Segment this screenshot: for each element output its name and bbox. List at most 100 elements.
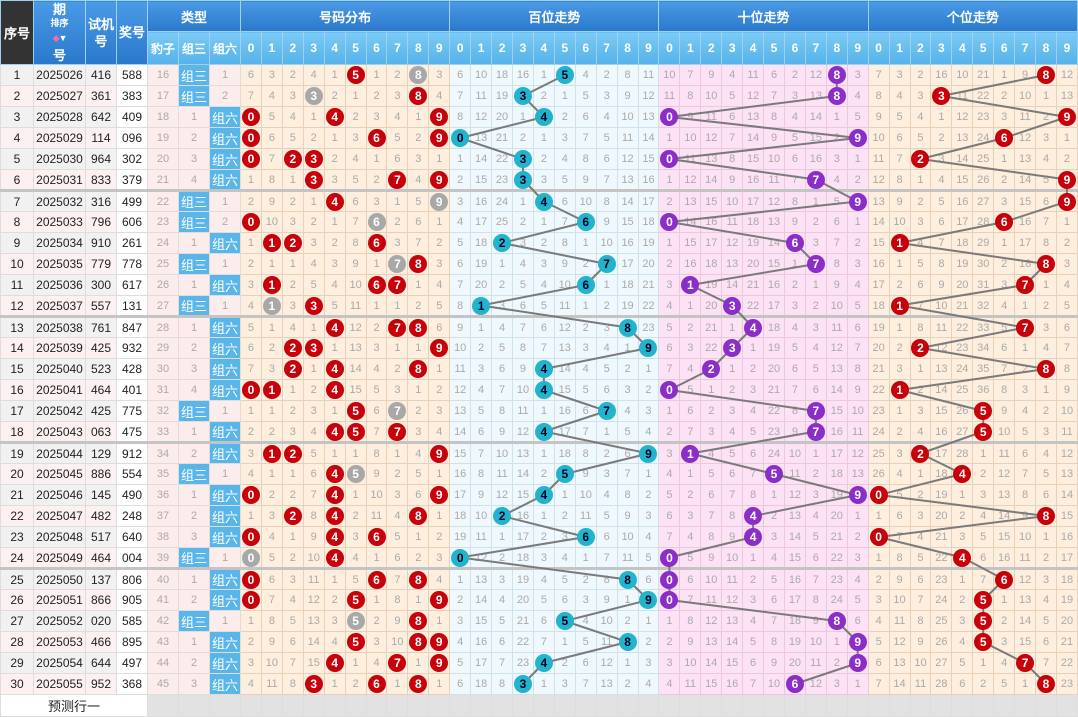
prediction-cell[interactable] — [846, 694, 869, 717]
type-zuliu-cell: 1 — [208, 547, 242, 569]
prediction-cell[interactable] — [449, 694, 472, 717]
prediction-cell[interactable] — [930, 694, 953, 717]
prediction-cell[interactable] — [909, 694, 932, 717]
shi-hit-cell: 7 — [804, 169, 827, 191]
bai-hit-cell: 5 — [553, 64, 576, 86]
ge-omission-cell: 16 — [1014, 211, 1037, 233]
header-bai-digit-7: 7 — [595, 31, 618, 65]
shi-omission-cell: 10 — [679, 127, 702, 149]
bai-omission-cell: 3 — [491, 567, 513, 590]
ge-omission-cell: 15 — [1055, 505, 1078, 527]
shi-ball: 0 — [660, 591, 679, 609]
bai-omission-cell: 6 — [574, 652, 597, 674]
dist-omission-cell: 3 — [260, 358, 283, 380]
header-issue-sort[interactable]: 期 排序 ◆▼ 号 — [33, 0, 86, 65]
bai-omission-cell: 6 — [616, 441, 639, 464]
prediction-cell[interactable] — [512, 694, 534, 717]
type-zuliu-cell: 组六 — [208, 315, 242, 338]
dist-omission-cell: 3 — [323, 169, 346, 191]
prediction-cell[interactable] — [804, 694, 827, 717]
row-seq: 3 — [0, 106, 34, 128]
prediction-cell[interactable] — [1014, 694, 1037, 717]
dist-omission-cell: 14 — [302, 631, 325, 653]
prediction-cell[interactable] — [951, 694, 974, 717]
sort-arrows-icon[interactable]: ◆▼ — [52, 33, 68, 43]
shi-ball: 1 — [681, 276, 700, 294]
prediction-cell[interactable] — [783, 694, 806, 717]
prediction-cell[interactable] — [616, 694, 639, 717]
prediction-cell[interactable] — [428, 694, 451, 717]
prediction-cell[interactable] — [993, 694, 1016, 717]
dist-omission-cell: 2 — [240, 253, 262, 275]
sort-label[interactable]: 排序 — [50, 18, 69, 28]
dist-ball: 4 — [325, 193, 344, 211]
prediction-cell[interactable] — [700, 694, 723, 717]
prediction-cell[interactable] — [972, 694, 995, 717]
ge-omission-cell: 17 — [1014, 232, 1037, 254]
type-baozi-cell: 39 — [147, 547, 179, 569]
prediction-cell[interactable] — [365, 694, 388, 717]
prediction-cell[interactable] — [344, 694, 367, 717]
shi-omission-cell: 16 — [742, 169, 765, 191]
prediction-cell[interactable] — [574, 694, 597, 717]
prediction-cell[interactable] — [888, 694, 911, 717]
prediction-cell[interactable] — [1035, 694, 1057, 717]
prediction-cell[interactable] — [302, 694, 325, 717]
shi-omission-cell: 8 — [825, 253, 848, 275]
prediction-cell[interactable] — [147, 694, 179, 717]
dist-omission-cell: 1 — [260, 315, 283, 338]
type-zusan-cell: 3 — [178, 673, 210, 695]
prediction-cell[interactable] — [240, 694, 262, 717]
prediction-cell[interactable] — [742, 694, 765, 717]
prediction-cell[interactable] — [595, 694, 618, 717]
ge-ball: 7 — [1016, 319, 1035, 337]
ge-omission-cell: 25 — [930, 610, 953, 632]
prediction-cell[interactable] — [407, 694, 430, 717]
prediction-cell[interactable] — [532, 694, 555, 717]
ge-omission-cell: 8 — [1055, 358, 1078, 380]
prediction-cell[interactable] — [867, 694, 890, 717]
dist-hit-cell: 2 — [281, 505, 304, 527]
prediction-cell[interactable] — [386, 694, 409, 717]
dist-ball: 2 — [283, 507, 302, 525]
prediction-cell[interactable] — [281, 694, 304, 717]
ge-omission-cell: 12 — [951, 106, 974, 128]
prediction-cell[interactable] — [178, 694, 210, 717]
prediction-cell[interactable] — [260, 694, 283, 717]
dist-omission-cell: 3 — [281, 567, 304, 590]
bai-omission-cell: 10 — [616, 526, 639, 548]
prediction-cell[interactable] — [679, 694, 702, 717]
table-row: 22 2025047 482 248 37 2 组六 1 3 2 8 4 2 11 4 8 1 18 10 2 16 1 2… — [0, 505, 1078, 527]
prediction-cell[interactable] — [721, 694, 744, 717]
dist-omission-cell: 1 — [407, 337, 430, 359]
ge-omission-cell: 7 — [1014, 463, 1037, 485]
prediction-cell[interactable] — [323, 694, 346, 717]
row-trial-number: 523 — [85, 358, 117, 380]
shi-omission-cell: 2 — [804, 295, 827, 317]
type-zuliu-cell: 1 — [208, 253, 242, 275]
ge-omission-cell: 12 — [867, 169, 890, 191]
prediction-cell[interactable] — [658, 694, 681, 717]
bai-omission-cell: 13 — [449, 400, 472, 422]
prediction-cell[interactable] — [208, 694, 242, 717]
bai-hit-cell: 4 — [532, 189, 555, 212]
dist-hit-cell: 0 — [240, 148, 262, 170]
type-zusan-cell: 3 — [178, 526, 210, 548]
prediction-cell[interactable] — [763, 694, 785, 717]
prediction-cell[interactable] — [491, 694, 513, 717]
ge-omission-cell: 12 — [1055, 64, 1078, 86]
table-row: 23 2025048 517 640 38 3 组六 0 4 1 9 4 3 6 5 1 2 19 11 1 17 2 3 6… — [0, 526, 1078, 548]
header-ge-digit-5: 5 — [972, 31, 995, 65]
shi-omission-cell: 17 — [700, 232, 723, 254]
ge-omission-cell: 2 — [993, 85, 1016, 107]
shi-ball: 6 — [785, 675, 804, 693]
prediction-cell[interactable] — [553, 694, 576, 717]
bai-omission-cell: 1 — [470, 315, 493, 338]
prediction-cell[interactable] — [470, 694, 493, 717]
bai-omission-cell: 1 — [449, 148, 472, 170]
shi-omission-cell: 11 — [721, 211, 744, 233]
prediction-cell[interactable] — [637, 694, 660, 717]
prediction-cell[interactable] — [1055, 694, 1078, 717]
prediction-cell[interactable] — [825, 694, 848, 717]
dist-hit-cell: 4 — [323, 652, 346, 674]
